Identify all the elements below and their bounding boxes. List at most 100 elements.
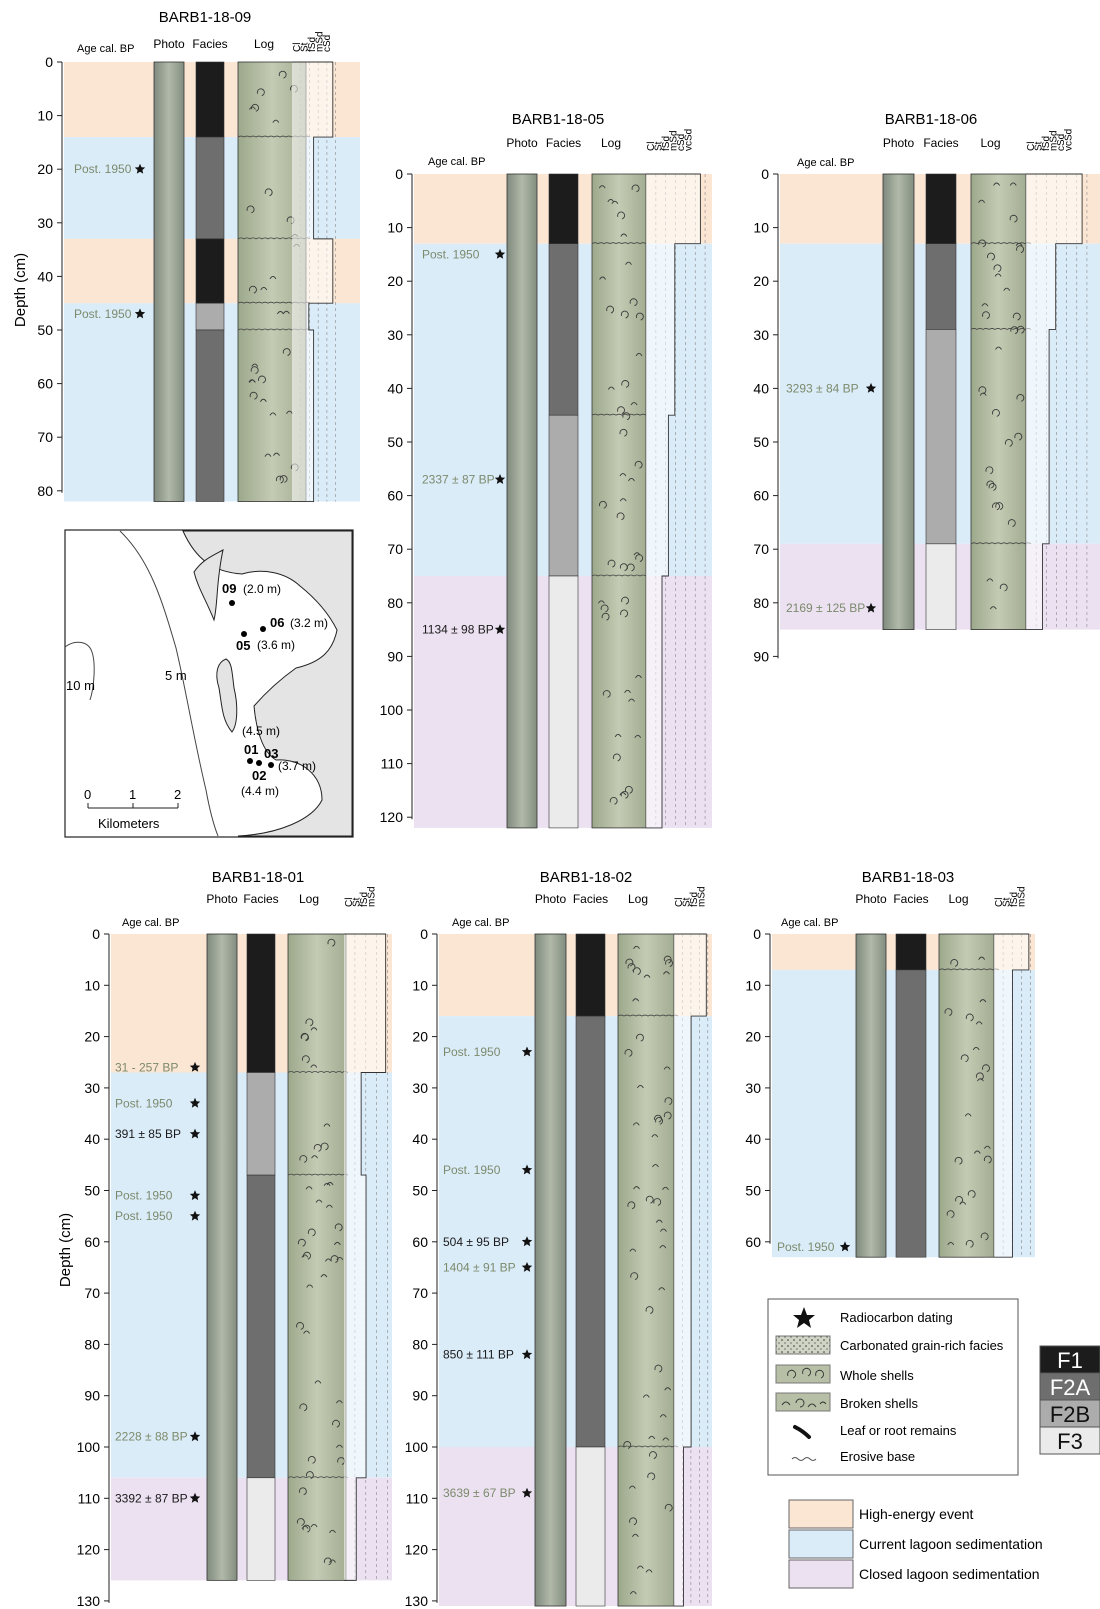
age-label: 391 ± 85 BP: [115, 1127, 181, 1141]
facies-label-f3: F3: [1057, 1429, 1083, 1454]
depth-tick-label: 40: [387, 380, 403, 396]
depth-tick-label: 40: [753, 380, 769, 396]
shell-glyph: [303, 1330, 310, 1334]
shell-glyph: [1004, 439, 1013, 447]
grain-size-label: St: [352, 897, 363, 907]
age-label: Post. 1950: [422, 247, 480, 261]
facies-block-f1: [195, 61, 225, 138]
shell-glyph: [1016, 394, 1025, 402]
age-column-header: Age cal. BP: [781, 917, 838, 929]
depth-tick-label: 70: [753, 541, 769, 557]
shell-glyph: [984, 1145, 991, 1149]
depth-tick-label: 40: [745, 1131, 761, 1147]
depth-tick-label: 130: [77, 1593, 101, 1609]
shell-glyph: [626, 563, 635, 572]
legend-label-erosive: Erosive base: [840, 1449, 915, 1464]
shell-glyphs: [598, 184, 644, 805]
shell-glyph: [616, 512, 625, 521]
shell-glyph: [1009, 182, 1017, 186]
shell-glyph: [311, 1155, 318, 1159]
radiocarbon-star-icon: [494, 624, 506, 634]
depth-tick-label: 100: [405, 1439, 429, 1455]
shell-glyph: [635, 675, 642, 679]
depth-tick-label: 0: [420, 926, 428, 942]
facies-column-header: Facies: [546, 136, 581, 150]
shell-glyph: [635, 312, 644, 321]
log-column-header: Log: [948, 892, 968, 906]
shell-glyph: [629, 298, 638, 307]
wave-icon: [791, 1457, 817, 1461]
shell-glyph: [272, 119, 280, 123]
shell-glyph: [264, 188, 273, 197]
shell-glyph: [992, 409, 1000, 417]
core-photo-column: [506, 173, 538, 829]
facies-column-header: Facies: [893, 892, 928, 906]
shell-glyph: [1010, 326, 1019, 335]
shell-glyph: [300, 1033, 309, 1041]
facies-column-header: Facies: [243, 892, 278, 906]
shell-glyph: [986, 480, 995, 489]
shell-glyph: [1009, 214, 1018, 223]
shell-glyph: [334, 1223, 343, 1232]
depth-tick-label: 20: [387, 273, 403, 289]
depth-tick-label: 50: [387, 434, 403, 450]
shell-glyph: [264, 453, 272, 457]
shell-glyph: [606, 305, 615, 314]
radiocarbon-star-icon: [189, 1097, 201, 1108]
erosive-base: [970, 328, 1032, 330]
grain-size-label: vcSd: [684, 129, 695, 151]
shell-glyph: [278, 70, 287, 79]
facies-block-f2a: [895, 969, 927, 1258]
depth-tick-label: 110: [78, 1490, 101, 1506]
depth-axis-title-top: Depth (cm): [12, 253, 29, 327]
core-photo-column: [534, 933, 567, 1607]
radiocarbon-star-icon: [189, 1210, 201, 1221]
depth-tick-label: 80: [753, 595, 769, 611]
site-dot-06: [260, 626, 266, 632]
shell-glyph: [629, 1517, 637, 1526]
shell-glyph: [643, 974, 651, 978]
grain-size-label: mSd: [697, 886, 708, 907]
facies-column-header: Facies: [923, 136, 958, 150]
shell-glyph: [299, 1155, 308, 1163]
facies-block-f1: [548, 173, 579, 244]
grain-size-profile: [994, 933, 1030, 1258]
shell-glyph: [628, 1485, 636, 1489]
erosive-base: [617, 1014, 679, 1017]
facies-label-f2a: F2A: [1050, 1375, 1091, 1400]
facies-block-f3: [925, 543, 957, 630]
depth-tick-label: 0: [92, 926, 100, 942]
radiocarbon-star-icon: [134, 163, 146, 174]
depth-tick-label: 50: [412, 1183, 428, 1199]
facies-block-f2a: [195, 329, 225, 502]
shell-glyph: [598, 600, 605, 604]
core-photo-column: [855, 933, 887, 1258]
shell-glyph: [607, 199, 615, 203]
shell-glyph: [631, 184, 640, 193]
depth-tick-label: 100: [77, 1439, 101, 1455]
core-title: BARB1-18-06: [885, 111, 978, 128]
shell-glyph: [624, 689, 631, 694]
shell-glyph: [599, 276, 607, 280]
shell-glyph: [302, 1524, 311, 1533]
shell-glyph: [337, 1457, 346, 1465]
erosive-base: [287, 1476, 349, 1479]
shell-glyph: [607, 386, 615, 390]
depth-tick-label: 10: [84, 977, 100, 993]
grain-size-label: fSd: [689, 892, 700, 907]
age-label: Post. 1950: [443, 1163, 501, 1177]
shell-glyph: [250, 366, 259, 375]
core-c09: BARB1-18-09 Age cal. BP Photo Facies Log ClSt…: [37, 9, 336, 502]
erosive-base: [970, 542, 1032, 545]
depth-tick-label: 20: [37, 161, 53, 177]
shell-glyph: [959, 1201, 967, 1205]
facies-block-f3: [548, 575, 579, 829]
depth-tick-label: 90: [387, 648, 403, 664]
shell-glyph: [330, 1255, 339, 1263]
depth-tick-label: 0: [753, 926, 761, 942]
depth-tick-label: 40: [84, 1131, 100, 1147]
shell-glyph: [992, 502, 1000, 511]
facies-block-f2b: [548, 414, 579, 577]
grain-size-profile: [344, 933, 387, 1581]
age-label: Post. 1950: [115, 1209, 173, 1223]
